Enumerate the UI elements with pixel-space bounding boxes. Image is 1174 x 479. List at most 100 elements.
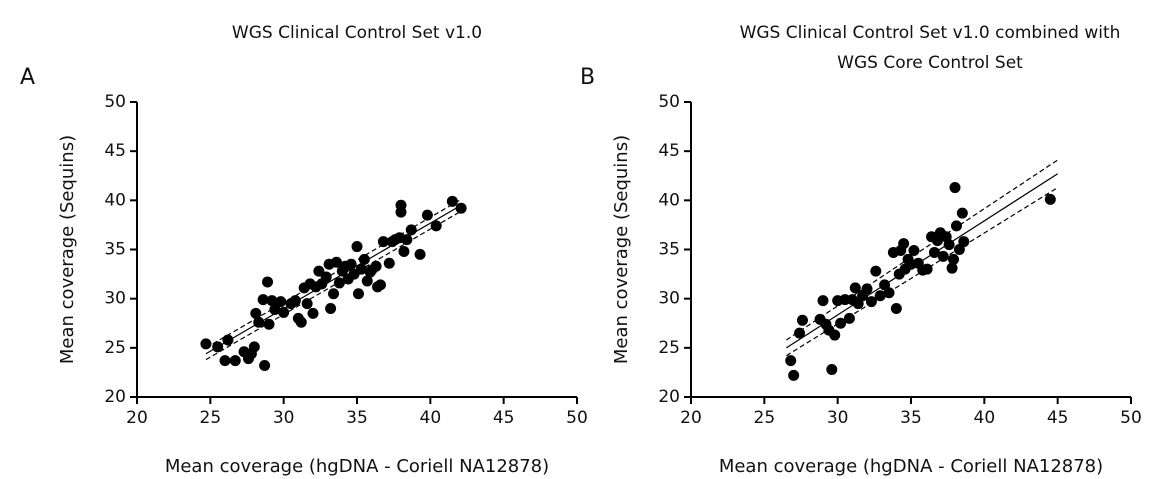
chart-title: WGS Core Control Set — [837, 53, 1023, 73]
point — [275, 296, 287, 308]
point — [257, 294, 269, 306]
y-tick-label: 35 — [658, 240, 680, 260]
point — [229, 355, 241, 367]
point — [374, 279, 386, 291]
x-tick-label: 30 — [827, 408, 849, 428]
point — [383, 257, 395, 269]
y-tick-label: 50 — [658, 92, 680, 112]
y-tick-label: 45 — [104, 141, 126, 161]
x-tick-label: 40 — [420, 408, 442, 428]
point — [358, 253, 370, 265]
point — [351, 241, 363, 253]
point — [307, 307, 319, 319]
point — [829, 329, 841, 341]
point — [788, 369, 800, 381]
x-axis-label: Mean coverage (hgDNA - Coriell NA12878) — [165, 456, 549, 477]
point — [948, 253, 960, 265]
point — [398, 245, 410, 257]
point — [395, 206, 407, 218]
point — [865, 296, 877, 308]
point — [222, 334, 234, 346]
point — [883, 287, 895, 299]
x-tick-label: 40 — [974, 408, 996, 428]
point — [958, 236, 970, 248]
x-tick-label: 50 — [566, 408, 588, 428]
point — [870, 265, 882, 277]
x-tick-label: 30 — [273, 408, 295, 428]
fit-line — [205, 204, 462, 355]
chart-title: WGS Clinical Control Set v1.0 — [232, 23, 482, 43]
point — [269, 303, 281, 315]
ci-line — [205, 210, 462, 361]
point — [219, 355, 231, 367]
y-axis-label: Mean coverage (Sequins) — [57, 135, 78, 364]
point — [949, 182, 961, 194]
point — [956, 207, 968, 219]
point — [455, 202, 467, 214]
point — [908, 244, 920, 256]
point — [266, 295, 278, 307]
point — [405, 224, 417, 236]
point — [794, 327, 806, 339]
point — [835, 317, 847, 329]
point — [946, 262, 958, 274]
x-tick-label: 35 — [346, 408, 368, 428]
point — [289, 295, 301, 307]
point — [253, 316, 265, 328]
point — [333, 277, 345, 289]
y-tick-label: 25 — [104, 338, 126, 358]
x-tick-label: 50 — [1120, 408, 1142, 428]
y-tick-label: 30 — [658, 289, 680, 309]
point — [861, 283, 873, 295]
point — [200, 338, 212, 350]
point — [785, 355, 797, 367]
y-tick-label: 50 — [104, 92, 126, 112]
y-tick-label: 35 — [104, 240, 126, 260]
point — [898, 238, 910, 250]
point — [352, 288, 364, 300]
point — [890, 303, 902, 314]
point — [330, 256, 342, 268]
point — [950, 220, 962, 232]
point — [796, 314, 808, 326]
point — [355, 263, 367, 275]
ci-line — [786, 187, 1058, 357]
point — [446, 195, 458, 207]
panel-label: A — [20, 65, 35, 90]
y-tick-label: 40 — [658, 190, 680, 210]
point — [262, 276, 274, 288]
panel-label: B — [580, 65, 595, 90]
point — [414, 248, 426, 260]
point — [320, 271, 332, 283]
point — [943, 239, 955, 251]
y-tick-label: 25 — [658, 338, 680, 358]
x-tick-label: 45 — [493, 408, 515, 428]
chart-title: WGS Clinical Control Set v1.0 combined w… — [740, 23, 1121, 43]
y-tick-label: 40 — [104, 190, 126, 210]
point — [421, 209, 433, 221]
x-tick-label: 25 — [200, 408, 222, 428]
point — [928, 246, 940, 258]
point — [1044, 193, 1056, 205]
point — [248, 341, 260, 353]
point — [377, 236, 389, 248]
point — [259, 360, 271, 372]
x-axis-label: Mean coverage (hgDNA - Coriell NA12878) — [719, 456, 1103, 477]
point — [937, 250, 949, 262]
point — [826, 363, 838, 375]
point — [325, 303, 337, 314]
x-tick-label: 20 — [680, 408, 702, 428]
point — [361, 275, 373, 287]
x-tick-label: 45 — [1047, 408, 1069, 428]
point — [328, 288, 340, 300]
y-tick-label: 30 — [104, 289, 126, 309]
ci-line — [786, 159, 1058, 341]
point — [263, 318, 275, 330]
point — [849, 282, 861, 294]
x-tick-label: 20 — [126, 408, 148, 428]
y-tick-label: 20 — [104, 387, 126, 407]
point — [921, 263, 933, 275]
point — [301, 298, 313, 310]
point — [313, 265, 325, 277]
